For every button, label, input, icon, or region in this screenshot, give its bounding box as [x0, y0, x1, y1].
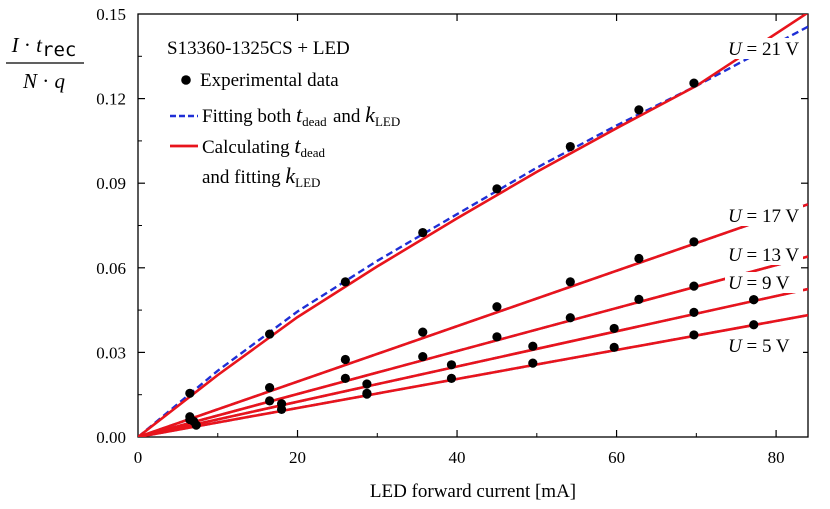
- curve-label-bg: [725, 244, 803, 265]
- data-point: [362, 379, 372, 389]
- data-point: [689, 281, 699, 291]
- y-tick-label: 0.09: [96, 174, 126, 193]
- curve-label: U = 13 V: [728, 245, 799, 266]
- y-tick-label: 0.15: [96, 5, 126, 24]
- curve-label-bg: [725, 38, 803, 59]
- x-tick-label: 60: [608, 448, 625, 467]
- y-axis-title-denominator: N · q: [22, 69, 66, 93]
- data-point: [634, 105, 644, 115]
- curve-label: U = 17 V: [728, 206, 799, 227]
- axes: 0 20 40 60 80 0.00 0.03 0.06 0.09 0.12 0.15 LED for…: [6, 5, 809, 502]
- data-point: [689, 307, 699, 317]
- legend-label-calculating: Calculating tdead: [202, 133, 327, 160]
- y-tick-label: 0.03: [96, 343, 126, 362]
- legend-marker-icon: [181, 75, 191, 85]
- data-point: [565, 141, 575, 152]
- data-point: [276, 404, 287, 414]
- data-point: [191, 420, 201, 430]
- data-point: [689, 330, 699, 340]
- data-point: [185, 388, 195, 398]
- data-point: [340, 373, 350, 383]
- data-point: [634, 253, 644, 264]
- y-axis-title-numerator: I · trec: [11, 33, 77, 61]
- solid-fit-line-0: [138, 14, 808, 437]
- data-point: [609, 342, 619, 352]
- y-tick-label: 0.00: [96, 428, 126, 447]
- y-tick-label: 0.12: [96, 90, 126, 109]
- data-point: [749, 295, 759, 305]
- curve-label-bg: [725, 335, 803, 356]
- data-points: [185, 78, 759, 430]
- data-point: [418, 327, 428, 337]
- x-tick-label: 0: [134, 448, 143, 467]
- data-point: [528, 341, 538, 351]
- solid-fit-line-1: [138, 203, 808, 437]
- data-point: [265, 383, 275, 393]
- curve-label: U = 9 V: [728, 273, 790, 294]
- legend-label-experimental: Experimental data: [200, 70, 339, 91]
- data-point: [265, 329, 275, 339]
- legend: S13360-1325CS + LED Experimental data Fitt…: [167, 38, 402, 190]
- chart-title: S13360-1325CS + LED: [167, 38, 350, 59]
- curve-label: U = 21 V: [728, 39, 799, 60]
- x-tick-label: 80: [768, 448, 785, 467]
- data-point: [565, 277, 575, 287]
- data-point: [689, 78, 699, 88]
- data-point: [492, 184, 502, 194]
- data-point: [418, 352, 428, 362]
- data-point: [362, 389, 372, 399]
- x-tick-label: 20: [289, 448, 306, 467]
- data-point: [340, 277, 350, 287]
- data-point: [446, 360, 457, 370]
- data-point: [340, 354, 350, 365]
- solid-fit-line-2: [138, 255, 808, 437]
- data-point: [492, 332, 502, 342]
- data-point: [565, 313, 575, 323]
- curve-labels: U = 21 V U = 17 V U = 13 V U = 9 V U = 5 V: [725, 38, 803, 357]
- data-point: [418, 227, 428, 238]
- legend-label-fitting-both: Fitting both tdead and kLED: [202, 102, 402, 129]
- solid-fit-line-4: [138, 313, 808, 437]
- x-axis-title: LED forward current [mA]: [370, 481, 576, 502]
- data-point: [609, 323, 619, 334]
- y-tick-label: 0.06: [96, 259, 126, 278]
- data-point: [689, 237, 699, 247]
- data-point: [749, 320, 759, 330]
- data-point: [492, 302, 502, 312]
- data-point: [446, 373, 457, 383]
- x-tick-label: 40: [449, 448, 466, 467]
- data-point: [528, 358, 538, 368]
- solid-fit-line-3: [138, 287, 808, 437]
- legend-label-calculating-cont: and fitting kLED: [202, 163, 322, 190]
- data-point: [265, 396, 275, 406]
- data-point: [634, 294, 644, 304]
- curve-label: U = 5 V: [728, 336, 790, 357]
- curve-label-bg: [725, 205, 803, 226]
- curve-label-bg: [725, 272, 803, 293]
